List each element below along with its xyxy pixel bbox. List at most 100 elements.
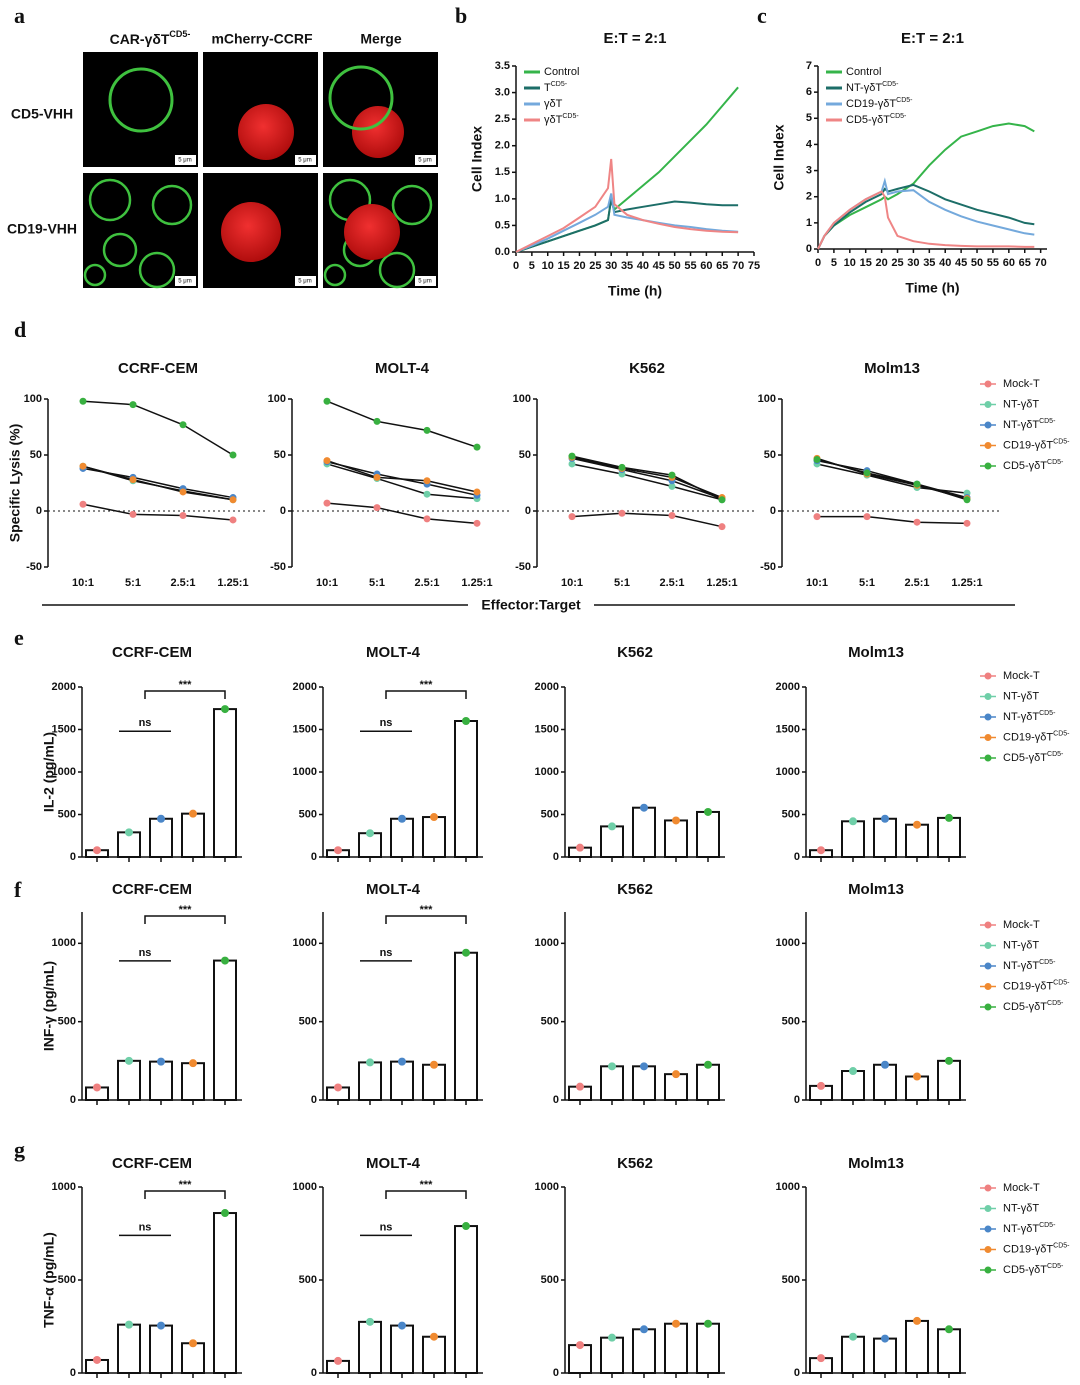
legend-label-text: CD19-γδT xyxy=(1003,1243,1053,1255)
legend-label-text: CD5-γδT xyxy=(1003,1001,1047,1013)
legend-label-sup: CD5- xyxy=(1047,751,1064,758)
point xyxy=(157,1057,165,1066)
point xyxy=(881,1334,889,1343)
point xyxy=(668,511,676,519)
y-tick-label: 3.0 xyxy=(495,86,510,98)
y-tick-label: 6 xyxy=(806,86,812,98)
point xyxy=(963,519,971,527)
legend-label-text: γδT xyxy=(544,114,563,126)
row-label: CD5-VHH xyxy=(11,106,73,122)
y-tick-label: 0 xyxy=(794,1367,800,1379)
bar xyxy=(841,1335,865,1374)
legend-label: CD19-γδTCD5- xyxy=(1003,731,1070,744)
series-line xyxy=(515,193,739,253)
point xyxy=(179,488,187,496)
annotation: *** xyxy=(420,904,434,916)
legend-label-sup: CD5- xyxy=(896,97,913,104)
bar xyxy=(841,820,865,858)
legend-label: Mock-T xyxy=(1003,919,1040,931)
bar xyxy=(664,1322,688,1374)
annotation: ns xyxy=(380,717,393,729)
x-tick-label: 55 xyxy=(987,257,999,269)
panel-letter: a xyxy=(14,3,25,28)
x-tick-label: 30 xyxy=(907,257,919,269)
point xyxy=(79,462,87,470)
point xyxy=(672,1070,680,1079)
y-tick-label: 500 xyxy=(541,1274,559,1286)
annotation: *** xyxy=(420,679,434,691)
legend-label-text: NT-γδT xyxy=(1003,939,1039,951)
y-tick-label: 1000 xyxy=(52,1181,76,1193)
bar xyxy=(181,812,205,859)
legend-marker xyxy=(984,1003,992,1011)
point xyxy=(608,1333,616,1342)
bar xyxy=(632,1065,656,1101)
point xyxy=(913,518,921,526)
point xyxy=(668,482,676,490)
bar xyxy=(632,806,656,859)
point xyxy=(323,457,331,465)
bar xyxy=(117,1059,141,1102)
series-line xyxy=(571,457,723,500)
legend-label-text: CD5-γδT xyxy=(1003,1264,1047,1276)
y-tick-label: 0 xyxy=(311,1367,317,1379)
point xyxy=(913,820,921,829)
point xyxy=(618,463,626,471)
y-tick-label: 1.5 xyxy=(495,166,510,178)
legend-label-text: NT-γδT xyxy=(1003,1223,1039,1235)
x-tick-label: 35 xyxy=(621,260,633,272)
point xyxy=(473,488,481,496)
point xyxy=(398,1057,406,1066)
point xyxy=(366,829,374,838)
x-tick-label: 50 xyxy=(971,257,983,269)
bar xyxy=(358,1320,382,1374)
point xyxy=(430,1060,438,1069)
point xyxy=(373,473,381,481)
legend-label-text: CD19-γδT xyxy=(1003,980,1053,992)
point xyxy=(398,1321,406,1330)
point xyxy=(79,397,87,405)
legend-label-text: Control xyxy=(846,66,881,78)
y-tick-label: 0 xyxy=(794,851,800,863)
y-tick-label: 100 xyxy=(513,393,531,405)
y-tick-label: 50 xyxy=(764,449,776,461)
x-tick-label: 2.5:1 xyxy=(904,577,929,589)
point xyxy=(945,813,953,822)
point xyxy=(334,1356,342,1365)
legend-label: NT-γδTCD5- xyxy=(1003,959,1056,972)
y-tick-label: 0 xyxy=(553,1367,559,1379)
legend-marker xyxy=(984,962,992,970)
point xyxy=(129,476,137,484)
x-tick-label: 2.5:1 xyxy=(659,577,684,589)
legend-marker xyxy=(984,401,992,408)
subplot-title: MOLT-4 xyxy=(366,881,421,898)
point xyxy=(608,1062,616,1071)
x-tick-label: 45 xyxy=(955,257,967,269)
y-tick-label: 100 xyxy=(268,393,286,405)
bracket xyxy=(385,690,467,699)
legend-marker xyxy=(984,921,992,929)
legend-marker xyxy=(984,1225,992,1233)
point xyxy=(576,1341,584,1350)
point xyxy=(189,1059,197,1068)
point xyxy=(373,417,381,425)
legend-label: Control xyxy=(846,66,881,78)
y-tick-label: 0.5 xyxy=(495,219,510,231)
subplot-title: K562 xyxy=(617,881,653,898)
point xyxy=(813,455,821,463)
point xyxy=(849,1332,857,1341)
point xyxy=(568,513,576,521)
x-tick-label: 1.25:1 xyxy=(461,577,492,589)
y-tick-label: 500 xyxy=(299,808,317,820)
subplot-title: MOLT-4 xyxy=(375,360,430,377)
point xyxy=(129,510,137,518)
x-tick-label: 5:1 xyxy=(369,577,385,589)
annotation: *** xyxy=(179,679,193,691)
subplot-title: Molm13 xyxy=(864,360,920,377)
point xyxy=(881,814,889,823)
y-tick-label: 500 xyxy=(299,1274,317,1286)
bar xyxy=(181,1062,205,1102)
legend-label-sup: CD5- xyxy=(1039,710,1056,717)
x-tick-label: 1.25:1 xyxy=(706,577,737,589)
x-tick-label: 10:1 xyxy=(806,577,828,589)
